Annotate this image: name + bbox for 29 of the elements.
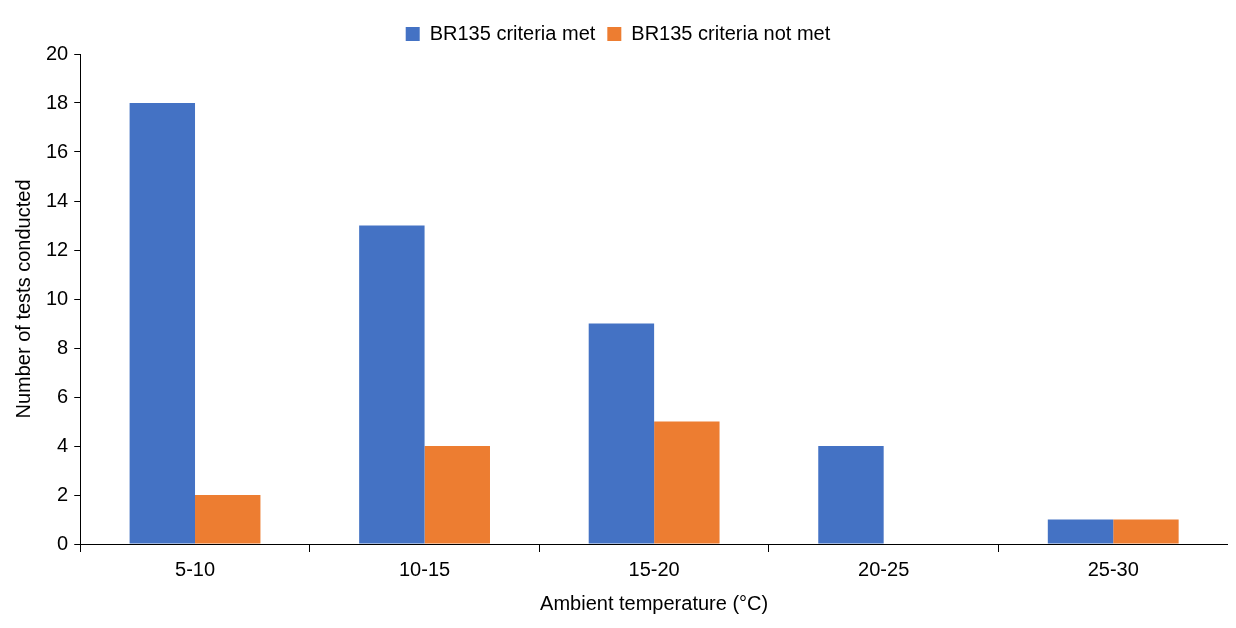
x-tick-label: 15-20 — [628, 557, 680, 580]
bar — [818, 446, 884, 544]
y-tick-label: 18 — [46, 90, 69, 113]
y-tick-label: 6 — [57, 384, 69, 407]
x-tick-label: 20-25 — [858, 557, 910, 580]
bar — [359, 225, 425, 544]
x-tick-label: 5-10 — [175, 557, 216, 580]
y-tick-label: 20 — [46, 41, 69, 64]
y-tick-label: 2 — [57, 482, 69, 505]
y-tick-label: 0 — [57, 531, 69, 554]
legend-label: BR135 criteria not met — [631, 21, 831, 44]
bar — [195, 495, 261, 544]
y-tick-label: 8 — [57, 335, 69, 358]
bar — [654, 421, 720, 544]
y-tick-label: 14 — [46, 188, 69, 211]
x-tick-label: 10-15 — [398, 557, 451, 580]
x-axis-title: Ambient temperature (°C) — [540, 591, 769, 614]
y-tick-label: 12 — [46, 237, 69, 260]
y-axis-title: Number of tests conducted — [11, 179, 34, 419]
y-tick-label: 16 — [46, 139, 69, 162]
y-tick-label: 4 — [57, 433, 69, 456]
bar — [1047, 519, 1114, 544]
legend-label: BR135 criteria met — [429, 21, 596, 44]
bar — [588, 323, 655, 544]
x-tick-label: 25-30 — [1087, 557, 1139, 580]
bar — [1113, 519, 1179, 544]
bar — [129, 103, 196, 544]
bar — [424, 446, 490, 544]
y-tick-label: 10 — [46, 286, 69, 309]
